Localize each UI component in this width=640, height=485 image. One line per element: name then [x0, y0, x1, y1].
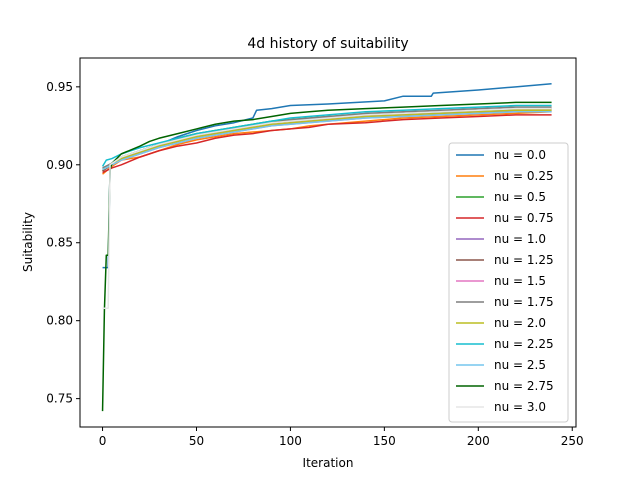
x-tick-label: 0: [99, 434, 107, 448]
x-tick-label: 200: [467, 434, 490, 448]
legend-label: nu = 2.25: [494, 337, 554, 351]
x-tick-label: 100: [279, 434, 302, 448]
plot-area: [101, 82, 552, 412]
y-tick-label: 0.80: [46, 314, 73, 328]
x-tick-label: 250: [561, 434, 584, 448]
y-tick-label: 0.90: [46, 158, 73, 172]
series-line-8: [102, 109, 552, 171]
legend-label: nu = 1.75: [494, 295, 554, 309]
chart-title: 4d history of suitability: [247, 36, 408, 52]
legend: nu = 0.0 nu = 0.25 nu = 0.5 nu = 0.75 nu = 1…: [448, 142, 569, 423]
legend-label: nu = 1.25: [494, 253, 554, 267]
legend-label: nu = 2.0: [494, 316, 546, 330]
y-axis-label: Suitability: [21, 212, 35, 272]
legend-label: nu = 0.5: [494, 190, 546, 204]
legend-box: [448, 142, 569, 423]
series-line-12: [102, 107, 552, 309]
legend-label: nu = 2.5: [494, 358, 546, 372]
legend-label: nu = 3.0: [494, 400, 546, 414]
legend-label: nu = 1.5: [494, 274, 546, 288]
x-tick-label: 150: [373, 434, 396, 448]
legend-label: nu = 1.0: [494, 232, 546, 246]
series-line-10: [102, 111, 552, 171]
legend-label: nu = 0.75: [494, 211, 554, 225]
x-axis-label: Iteration: [303, 456, 354, 470]
series-line-3: [102, 114, 552, 174]
axis-ticks: 0 50 100 150 200 250 0.75 0.80 0.85 0.90 0.95: [46, 80, 583, 448]
legend-label: nu = 0.25: [494, 169, 554, 183]
legend-label: nu = 0.0: [494, 148, 546, 162]
legend-label: nu = 2.75: [494, 379, 554, 393]
x-tick-label: 50: [189, 434, 204, 448]
y-tick-label: 0.85: [46, 236, 73, 250]
y-tick-label: 0.95: [46, 80, 73, 94]
y-tick-label: 0.75: [46, 392, 73, 406]
